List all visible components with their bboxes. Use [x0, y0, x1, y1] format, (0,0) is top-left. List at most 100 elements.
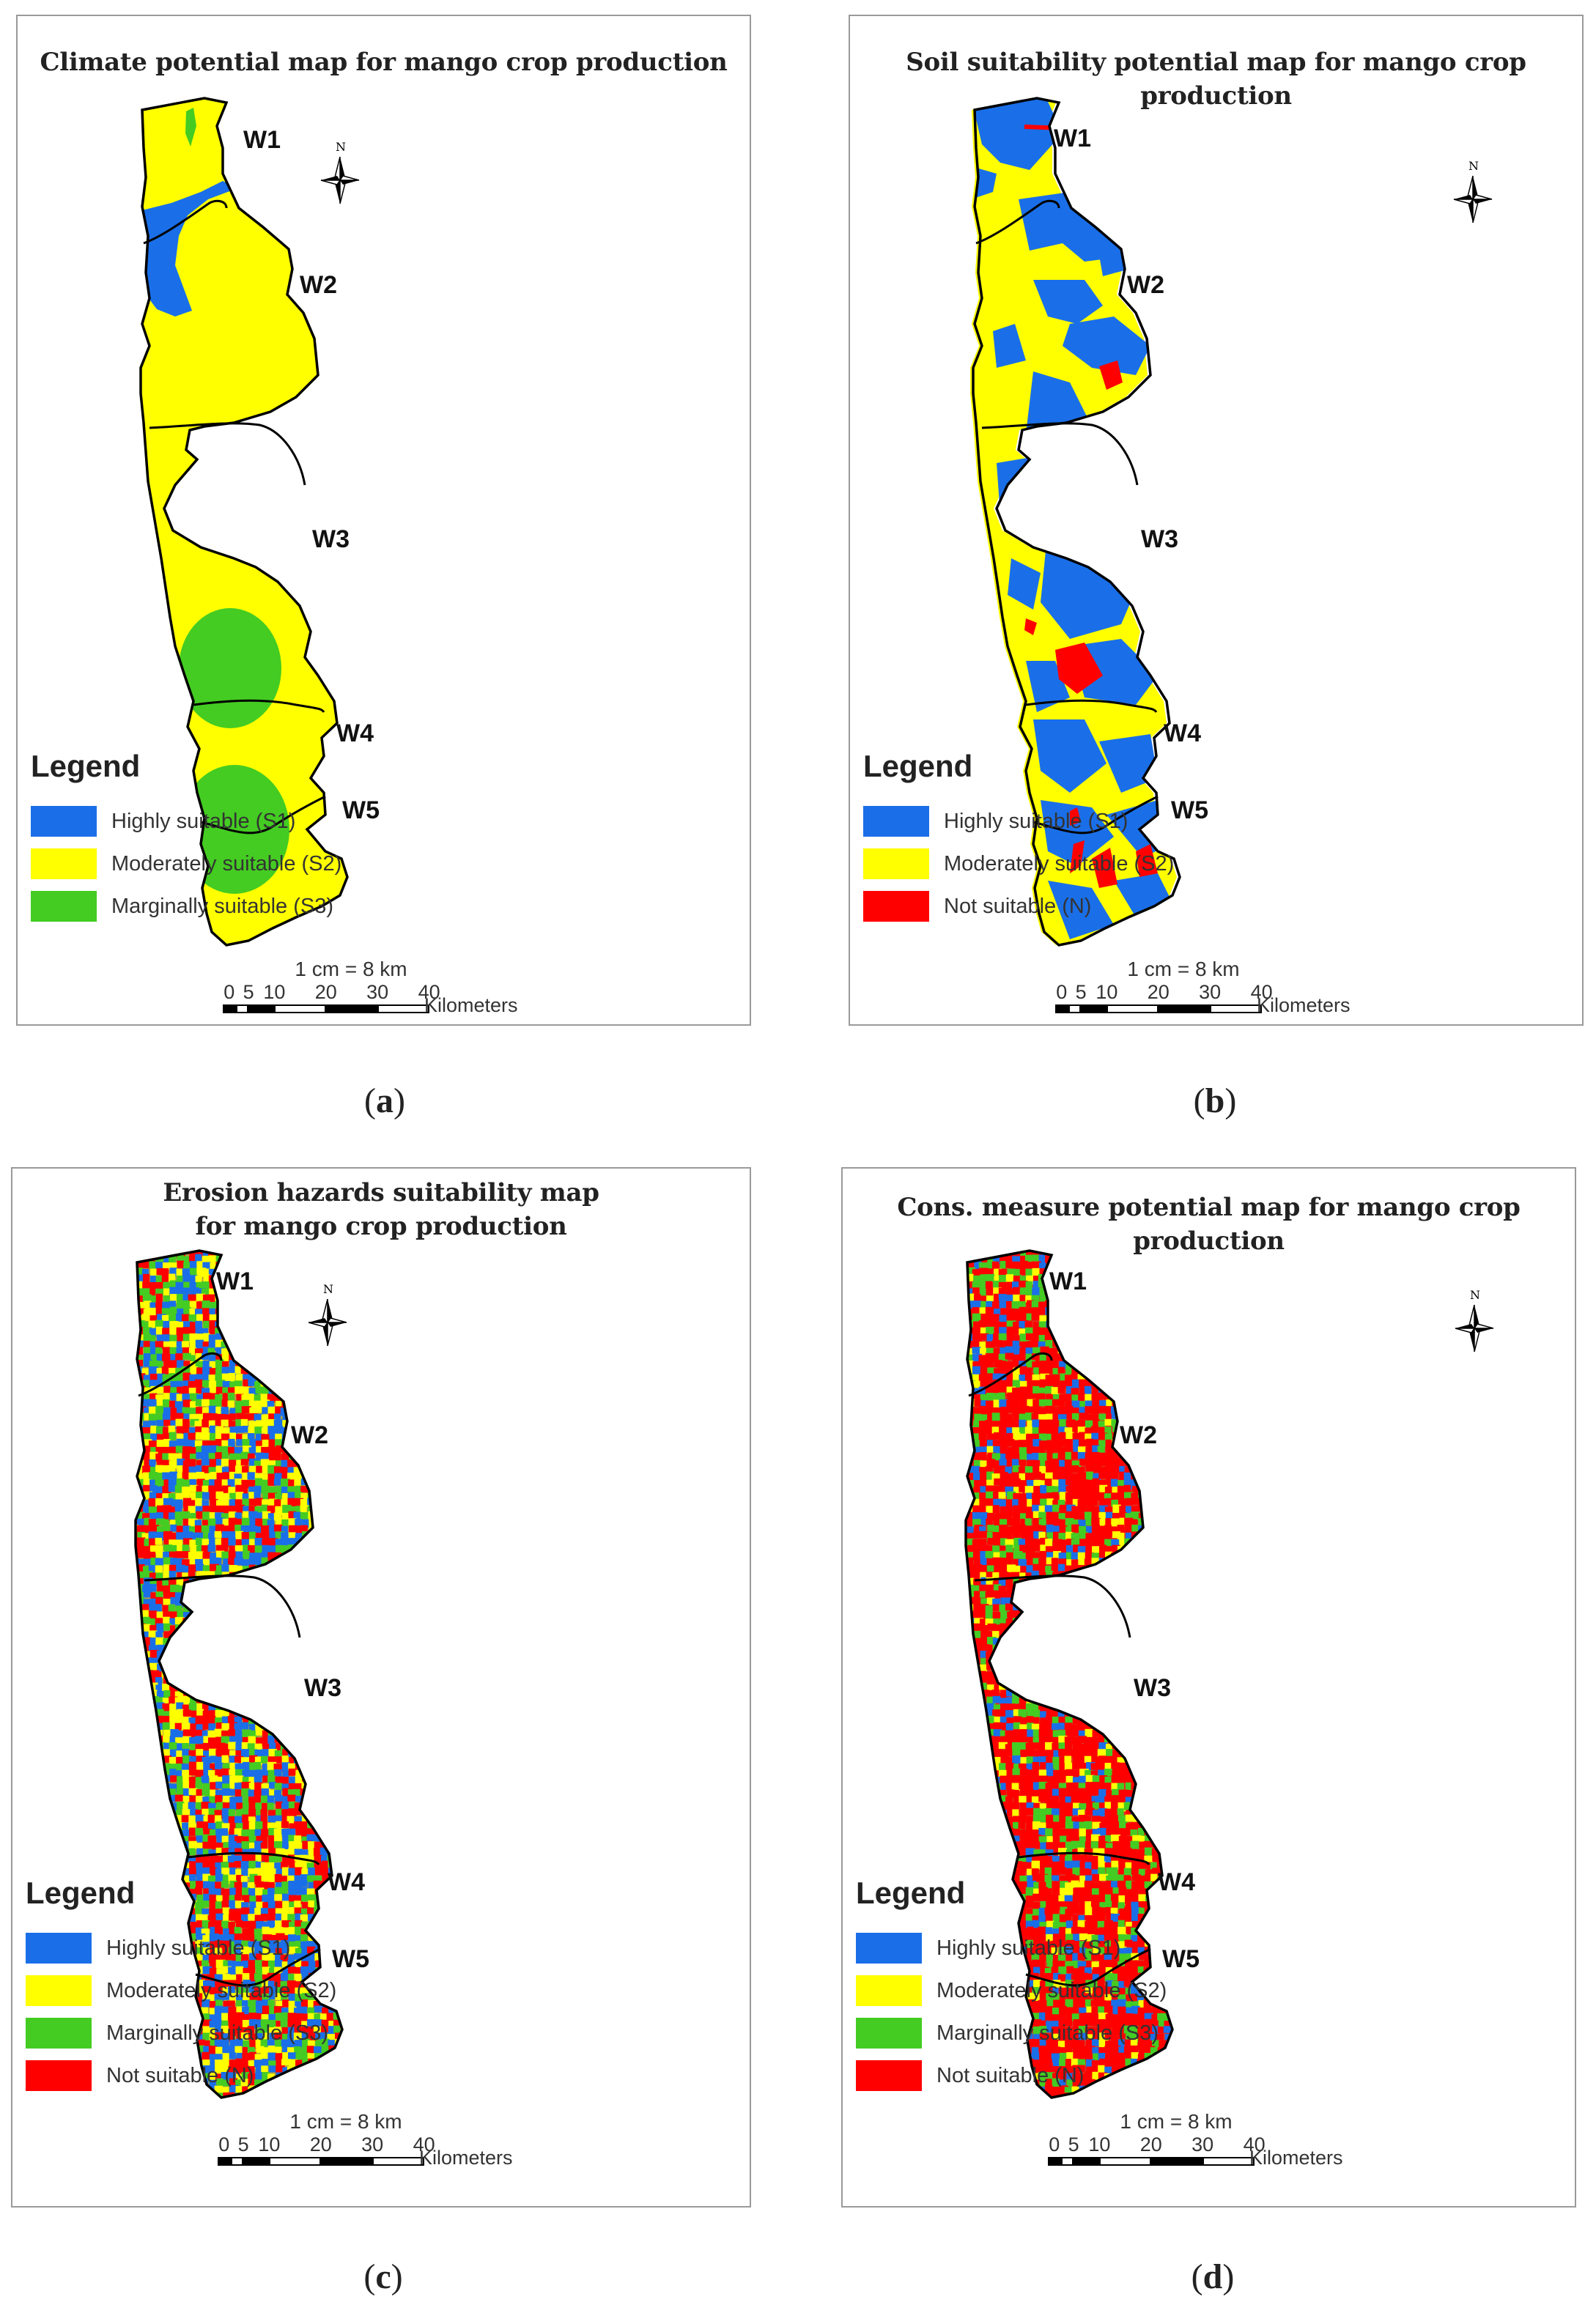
- raster-cell: [188, 1637, 199, 1646]
- raster-cell: [229, 1531, 237, 1541]
- raster-cell: [347, 1538, 355, 1547]
- raster-cell: [281, 1525, 288, 1535]
- raster-cell: [275, 1716, 284, 1725]
- raster-cell: [334, 1432, 342, 1441]
- raster-cell: [274, 2006, 284, 2014]
- raster-cell: [163, 1821, 172, 1830]
- raster-cell: [188, 1848, 196, 1856]
- raster-cell: [328, 1564, 337, 1572]
- raster-cell: [288, 1716, 298, 1723]
- raster-cell: [300, 1637, 310, 1647]
- raster-cell: [168, 1533, 177, 1542]
- raster-cell: [208, 1533, 216, 1540]
- raster-cell: [136, 1274, 144, 1283]
- raster-cell: [347, 1400, 355, 1408]
- raster-cell: [1027, 1300, 1035, 1307]
- raster-cell: [295, 1920, 303, 1928]
- raster-cell: [294, 1907, 302, 1914]
- raster-cell: [1006, 1314, 1016, 1321]
- raster-cell: [295, 1959, 302, 1968]
- raster-cell: [182, 1743, 189, 1752]
- raster-cell: [209, 1855, 218, 1865]
- raster-cell: [149, 1399, 157, 1407]
- raster-cell: [242, 1814, 249, 1823]
- raster-cell: [275, 1506, 284, 1515]
- raster-cell: [281, 1994, 288, 2001]
- raster-cell: [300, 2006, 308, 2016]
- raster-cell: [136, 1848, 147, 1857]
- raster-cell: [314, 1709, 323, 1718]
- raster-cell: [1137, 1280, 1145, 1289]
- raster-cell: [302, 1407, 311, 1416]
- raster-cell: [306, 2046, 314, 2056]
- raster-cell: [295, 1650, 303, 1659]
- raster-cell: [276, 1987, 284, 1997]
- raster-cell: [207, 1678, 216, 1687]
- raster-cell: [275, 1901, 284, 1909]
- raster-cell: [168, 1425, 175, 1435]
- raster-cell: [241, 1788, 251, 1796]
- raster-cell: [189, 1591, 199, 1599]
- raster-cell: [150, 1447, 159, 1455]
- raster-cell: [208, 1420, 218, 1427]
- raster-cell: [280, 1585, 288, 1594]
- raster-cell: [254, 1381, 262, 1388]
- raster-cell: [267, 1293, 275, 1301]
- raster-cell: [142, 1585, 151, 1592]
- raster-cell: [221, 1433, 230, 1443]
- raster-cell: [182, 1511, 191, 1521]
- raster-cell: [1052, 1251, 1062, 1258]
- raster-cell: [314, 1762, 322, 1772]
- raster-cell: [308, 1578, 319, 1588]
- raster-cell: [287, 1467, 296, 1476]
- raster-cell: [163, 1611, 171, 1620]
- raster-cell: [966, 1281, 967, 1290]
- raster-cell: [306, 1834, 316, 1843]
- raster-cell: [221, 1636, 231, 1646]
- raster-cell: [248, 1320, 256, 1328]
- raster-cell: [248, 2013, 257, 2022]
- raster-cell: [162, 1585, 171, 1594]
- raster-cell: [248, 1579, 257, 1586]
- raster-cell: [294, 1695, 303, 1706]
- raster-cell: [348, 1632, 355, 1640]
- raster-cell: [295, 1926, 303, 1936]
- raster-cell: [196, 1242, 205, 1250]
- raster-cell: [215, 1394, 223, 1402]
- raster-cell: [1130, 1288, 1138, 1298]
- raster-cell: [241, 1559, 251, 1566]
- raster-cell: [254, 1492, 261, 1499]
- raster-cell: [242, 1761, 250, 1771]
- raster-cell: [307, 1276, 317, 1285]
- raster-cell: [254, 1538, 263, 1547]
- raster-cell: [136, 1465, 138, 1476]
- raster-cell: [228, 2046, 235, 2055]
- raster-cell: [287, 2027, 295, 2035]
- raster-cell: [267, 1262, 275, 1270]
- raster-cell: [341, 1267, 342, 1277]
- raster-cell: [210, 1763, 219, 1771]
- raster-cell: [262, 1764, 271, 1773]
- raster-cell: [196, 1511, 204, 1519]
- raster-cell: [255, 1704, 264, 1712]
- raster-cell: [268, 1862, 276, 1869]
- raster-cell: [280, 1955, 289, 1964]
- raster-cell: [149, 1261, 156, 1269]
- raster-cell: [288, 1307, 298, 1317]
- raster-cell: [275, 1406, 284, 1414]
- raster-cell: [235, 1920, 243, 1928]
- raster-cell: [321, 1755, 330, 1763]
- raster-cell: [1086, 1294, 1096, 1303]
- raster-cell: [307, 1953, 315, 1961]
- raster-cell: [136, 1742, 146, 1751]
- raster-cell: [320, 1637, 328, 1646]
- raster-cell: [314, 1643, 323, 1653]
- raster-cell: [308, 1479, 318, 1489]
- raster-cell: [315, 1611, 322, 1621]
- raster-cell: [241, 1241, 251, 1248]
- raster-cell: [183, 1538, 193, 1546]
- raster-cell: [215, 1795, 223, 1804]
- raster-cell: [255, 1314, 265, 1322]
- raster-cell: [161, 1334, 170, 1344]
- raster-cell: [262, 1251, 271, 1259]
